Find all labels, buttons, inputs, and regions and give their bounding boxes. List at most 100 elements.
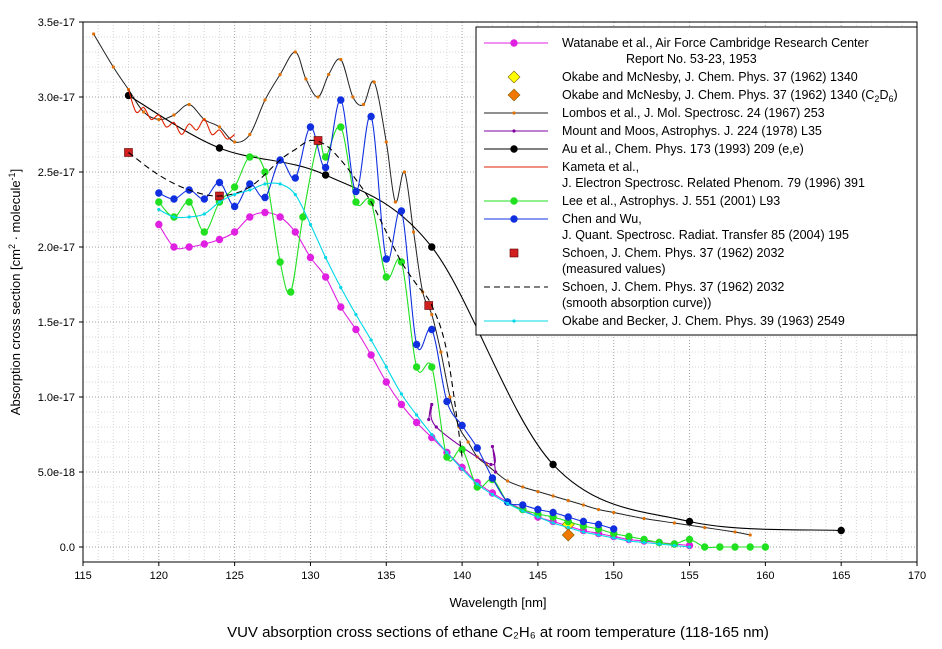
legend-label-line2: Report No. 53-23, 1953 [626,52,757,66]
y-tick-label: 2.0e-17 [38,242,75,254]
data-point [488,474,497,482]
data-point [581,503,586,507]
data-point [278,72,282,77]
data-point [337,123,345,131]
data-point [155,220,163,229]
y-tick-label: 0.0 [60,542,75,554]
data-point [321,273,330,281]
series-line [127,89,235,140]
legend-entry-5: Au et al., Chem. Phys. 173 (1993) 209 (e… [484,142,804,156]
data-point [185,198,193,206]
legend-label: Kameta et al., [562,160,639,174]
data-point [685,517,694,526]
data-point [313,136,323,145]
data-point [246,213,254,221]
legend-entry-6: Kameta et al., J. Electron Spectrosc. Rel… [484,160,865,190]
legend-marker [507,70,521,84]
data-point [430,402,434,407]
series-3 [92,32,752,537]
data-point [685,535,694,544]
data-point [339,285,343,290]
data-point [157,207,161,212]
data-point [443,397,451,406]
data-point [327,72,331,77]
data-point [263,98,267,102]
legend-entry-2: Okabe and McNesby, J. Chem. Phys. 37 (19… [507,88,898,104]
data-point [124,148,133,157]
data-point [581,530,586,534]
data-point [170,195,178,203]
legend-marker [510,39,518,47]
data-point [215,235,224,244]
data-point [579,517,588,526]
data-point [561,528,575,542]
data-point [761,543,770,551]
data-point [261,193,269,202]
legend-entry-3: Lombos et al., J. Mol. Spectrosc. 24 (19… [484,106,825,120]
data-point [382,255,390,263]
data-point [596,507,601,512]
data-point [551,494,555,498]
legend-entry-8: Chen and Wu, J. Quant. Spectrosc. Radiat.… [484,212,849,242]
x-tick-label: 160 [756,570,774,582]
series-group [92,32,845,551]
data-point [549,460,557,469]
data-point [439,350,443,354]
axis-ticks: 115 120 125 130 135 140 145 150 155 160 165 170 0.0 5… [38,17,926,582]
data-point [316,95,320,99]
data-point [489,462,493,467]
data-point [536,489,540,494]
data-point [352,325,360,334]
data-point [473,444,481,452]
legend-marker [510,197,518,205]
data-point [701,543,709,551]
data-point [352,187,360,196]
data-point [215,144,224,152]
data-point [430,312,434,317]
data-point [187,215,191,219]
data-point [564,513,572,521]
data-point [424,301,434,310]
data-point [627,539,631,543]
data-point [490,492,495,497]
x-tick-label: 135 [377,570,395,582]
data-point [412,418,421,427]
x-tick-label: 165 [832,570,850,582]
y-axis-label-sup2: -1 [7,172,17,180]
y-tick-label: 3.5e-17 [38,17,75,29]
legend-marker [512,129,516,133]
data-point [475,482,479,486]
data-point [367,112,375,121]
data-point [92,32,96,36]
x-tick-label: 170 [908,570,926,582]
data-point [261,208,269,217]
data-point [412,363,421,371]
data-point [566,525,570,530]
data-point [248,132,252,137]
data-point [291,174,299,182]
data-point [142,110,146,114]
data-point [308,222,313,227]
legend-entry-10: Schoen, J. Chem. Phys. 37 (1962) 2032 (sm… [484,280,784,310]
data-point [372,80,376,84]
data-point [657,542,661,546]
data-point [460,467,464,471]
x-tick-label: 150 [605,570,623,582]
data-point [384,365,388,369]
data-point [397,400,406,409]
data-point [215,178,224,187]
data-point [549,508,557,517]
data-point [415,413,419,417]
legend-box [475,26,918,336]
data-point [278,182,282,186]
data-point [402,170,407,174]
data-point [369,338,373,342]
legend-label: Lombos et al., J. Mol. Spectrosc. 24 (19… [562,106,825,120]
y-tick-label: 1.5e-17 [38,317,75,329]
data-point [434,425,438,429]
data-point [185,243,193,251]
data-point [534,505,542,514]
legend-label: Mount and Moos, Astrophys. J. 224 (1978)… [562,124,822,138]
data-point [536,515,540,519]
